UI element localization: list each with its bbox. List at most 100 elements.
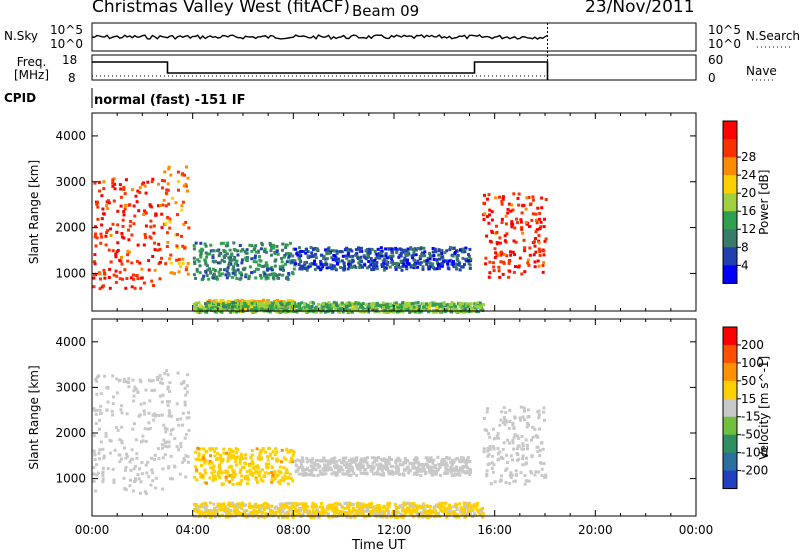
colorbar-tick-label: 200 bbox=[741, 338, 764, 352]
data-cell bbox=[460, 459, 464, 463]
data-cell bbox=[431, 310, 435, 314]
data-cell bbox=[237, 502, 241, 506]
data-cell bbox=[204, 259, 207, 263]
data-cell bbox=[482, 450, 486, 454]
data-cell bbox=[246, 476, 250, 480]
data-cell bbox=[450, 463, 454, 467]
data-cell bbox=[93, 458, 97, 461]
data-cell bbox=[238, 277, 242, 281]
data-cell bbox=[150, 468, 154, 472]
data-cell bbox=[534, 212, 538, 216]
data-cell bbox=[179, 417, 183, 421]
data-cell bbox=[290, 477, 293, 481]
data-cell bbox=[492, 437, 496, 441]
data-cell bbox=[460, 467, 464, 471]
data-cell bbox=[537, 470, 541, 474]
data-cell bbox=[326, 247, 330, 251]
data-cell bbox=[120, 232, 124, 235]
data-cell bbox=[350, 457, 354, 461]
data-cell bbox=[304, 306, 307, 310]
data-cell bbox=[271, 276, 275, 280]
data-cell bbox=[252, 260, 256, 264]
data-cell bbox=[464, 463, 468, 467]
data-cell bbox=[160, 377, 164, 381]
data-cell bbox=[346, 472, 350, 476]
data-cell bbox=[138, 261, 142, 265]
data-cell bbox=[234, 447, 238, 451]
data-cell bbox=[510, 458, 514, 462]
data-cell bbox=[462, 465, 465, 469]
data-cell bbox=[286, 298, 290, 302]
data-cell bbox=[526, 447, 529, 451]
data-cell bbox=[284, 311, 288, 314]
data-cell bbox=[240, 273, 244, 277]
data-cell bbox=[394, 507, 398, 511]
data-cell bbox=[338, 458, 342, 462]
data-cell bbox=[149, 219, 153, 223]
data-cell bbox=[203, 506, 207, 510]
data-cell bbox=[266, 455, 270, 459]
data-cell bbox=[349, 473, 353, 477]
data-cell bbox=[120, 255, 123, 259]
data-cell bbox=[252, 466, 255, 470]
data-cell bbox=[389, 247, 393, 251]
data-cell bbox=[289, 252, 293, 256]
data-cell bbox=[384, 461, 388, 465]
data-cell bbox=[435, 258, 439, 262]
data-cell bbox=[121, 277, 124, 281]
data-cell bbox=[516, 444, 520, 448]
data-cell bbox=[534, 237, 537, 240]
data-cell bbox=[115, 426, 118, 429]
data-cell bbox=[466, 259, 470, 263]
data-cell bbox=[325, 263, 329, 266]
data-cell bbox=[195, 478, 199, 482]
data-cell bbox=[151, 177, 155, 181]
data-cell bbox=[208, 459, 212, 463]
data-cell bbox=[379, 304, 383, 308]
data-cell bbox=[167, 465, 171, 469]
data-cell bbox=[355, 512, 359, 516]
data-cell bbox=[247, 308, 251, 312]
data-cell bbox=[335, 308, 339, 312]
data-cell bbox=[305, 456, 309, 460]
data-cell bbox=[408, 308, 412, 312]
data-cell bbox=[340, 301, 344, 305]
data-cell bbox=[273, 299, 277, 303]
data-cell bbox=[306, 303, 310, 307]
data-cell bbox=[291, 460, 294, 463]
data-cell bbox=[538, 227, 542, 231]
data-cell bbox=[259, 477, 263, 481]
data-cell bbox=[120, 404, 124, 408]
data-cell bbox=[107, 276, 111, 279]
data-cell bbox=[225, 252, 229, 256]
data-cell bbox=[92, 466, 96, 470]
data-cell bbox=[246, 256, 249, 259]
data-cell bbox=[395, 310, 399, 314]
data-cell bbox=[92, 472, 96, 476]
data-cell bbox=[400, 268, 404, 272]
data-cell bbox=[258, 258, 262, 262]
data-cell bbox=[409, 305, 413, 309]
data-cell bbox=[328, 306, 332, 310]
data-cell bbox=[148, 235, 152, 239]
data-cell bbox=[167, 409, 171, 413]
data-cell bbox=[465, 507, 469, 511]
data-cell bbox=[218, 261, 222, 265]
data-cell bbox=[177, 261, 181, 265]
data-cell bbox=[363, 515, 367, 519]
data-cell bbox=[469, 302, 473, 306]
y-tick-label: 2000 bbox=[55, 221, 86, 235]
data-cell bbox=[523, 246, 527, 250]
data-cell bbox=[517, 192, 521, 196]
data-cell bbox=[132, 467, 136, 471]
data-cell bbox=[177, 188, 180, 192]
colorbar-tick-label: 28 bbox=[741, 150, 756, 164]
data-cell bbox=[210, 461, 214, 465]
data-cell bbox=[238, 459, 242, 463]
data-cell bbox=[282, 479, 286, 483]
data-cell bbox=[141, 434, 145, 438]
data-cell bbox=[250, 299, 254, 303]
data-cell bbox=[129, 478, 132, 482]
data-cell bbox=[250, 310, 254, 314]
data-cell bbox=[504, 411, 508, 414]
